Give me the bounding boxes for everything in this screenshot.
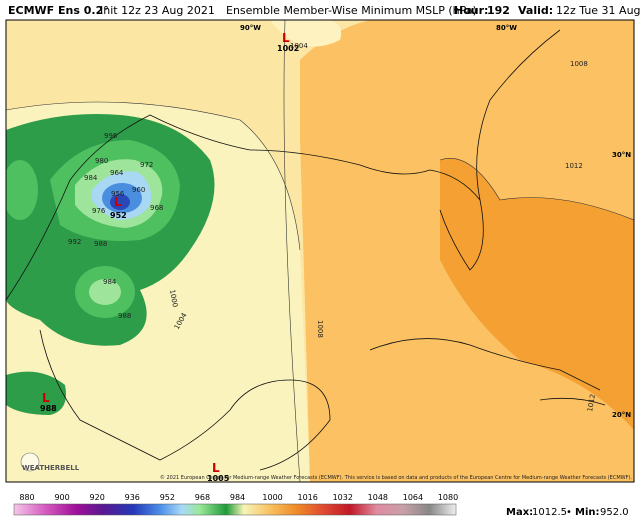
geo-label: 80°W [496,24,517,32]
low3-zone [6,160,38,220]
valid-label: Valid: [518,4,553,17]
region-north [270,20,342,47]
colorbar-tick-label: 1032 [333,493,353,502]
colorbar-tick-label: 936 [125,493,140,502]
low-symbol: L [114,195,122,209]
model: ECMWF Ens 0.2° [8,4,109,17]
low2-core [89,279,121,305]
low-value: 1002 [277,44,299,53]
low-value: 952 [110,211,127,220]
colorbar-tick-label: 1016 [297,493,317,502]
colorbar-tick-label: 900 [54,493,69,502]
geo-label: 90°W [240,24,261,32]
contour-label: 1004 [290,42,308,50]
low-core [110,194,130,210]
colorbar: 880 900 920 936 952 968 984 1000 1016 1032 1048 106… [13,493,458,516]
geo-label: 20°N [612,411,631,419]
map-frame [5,19,635,483]
low4-zone [6,371,66,415]
colorbar-tick-label: 1048 [368,493,388,502]
contour-labels: 1004 1008 1012 1008 1004 1000 996 992 98… [68,42,597,412]
isobars [6,20,634,482]
logo-text: WEATHERBELL [22,464,80,472]
contour-label: 988 [94,240,107,248]
hour-label: Hour: [454,4,488,17]
colorbar-tick-label: 984 [230,493,245,502]
colorbar-tick-label: 1080 [438,493,458,502]
product: Ensemble Member-Wise Minimum MSLP (hPa) [226,4,477,17]
contour-label: 996 [104,132,118,140]
map: 90°W 80°W 30°N 20°N L 1002 L 952 L 988 L… [6,20,634,483]
min-label: Min: [575,507,600,518]
colorbar-tick-label: 952 [160,493,175,502]
colorbar-tick-label: 880 [19,493,34,502]
contour-label: 976 [92,207,106,215]
hour: 192 [487,4,510,17]
contour-label: 988 [118,312,131,320]
header: ECMWF Ens 0.2° Init 12z 23 Aug 2021 Ense… [8,4,640,17]
contour-label: 1012 [565,162,583,170]
max: 1012.5 [532,507,567,518]
contour-label: 992 [68,238,81,246]
contour-label: 964 [110,169,124,177]
contour-label: 984 [84,174,98,182]
low-symbol: L [42,391,50,405]
contour-label: 968 [150,204,163,212]
contour-label: 980 [95,157,108,165]
coastlines [6,29,606,471]
colorbar-bar [13,503,457,516]
colorbar-tick-label: 920 [90,493,105,502]
colorbar-tick-label: 1000 [262,493,282,502]
geo-label: 30°N [612,151,631,159]
colorbar-tick-label: 1064 [403,493,423,502]
separator: • [566,507,572,518]
copyright: © 2021 European Centre for Medium-range … [160,474,633,481]
low-symbol: L [282,31,290,45]
logo: WEATHERBELL [20,452,80,472]
contour-label: 1008 [570,60,588,68]
region-1016 [440,158,634,431]
footer: Max: 1012.5 • Min: 952.0 [506,507,629,518]
min: 952.0 [600,507,629,518]
contour-label: 960 [132,186,145,194]
contour-label: 956 [111,190,125,198]
valid: 12z Tue 31 Aug 2021 [556,4,640,17]
contour-label: 1008 [316,320,324,338]
contour-label: 972 [140,161,153,169]
low-value: 988 [40,404,57,413]
contour-label: 1000 [168,289,179,308]
colorbar-tick-label: 968 [195,493,210,502]
low-value: 1005 [207,474,230,483]
contour-label: 984 [103,278,117,286]
low-symbol: L [212,461,220,475]
contour-label: 1012 [586,393,597,412]
init: Init 12z 23 Aug 2021 [100,4,215,17]
max-label: Max: [506,507,533,518]
